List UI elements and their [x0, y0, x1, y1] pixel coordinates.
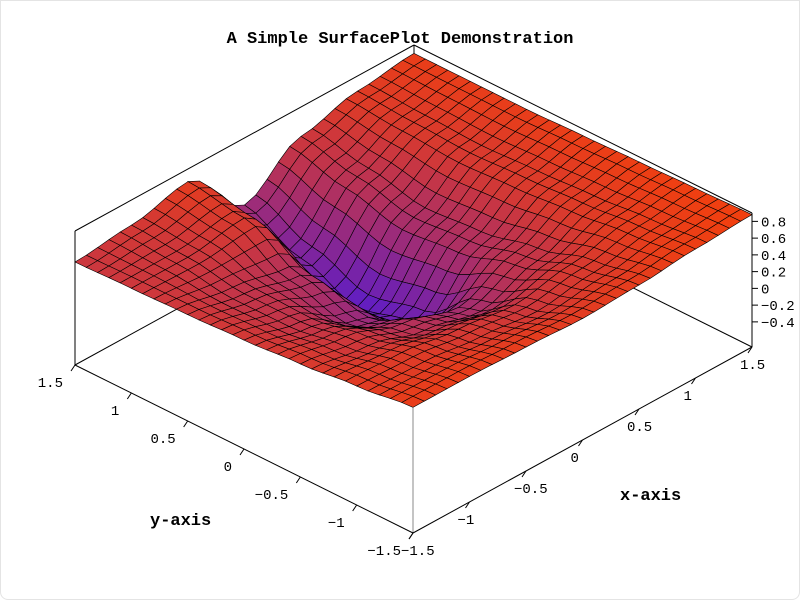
y-tick-label: −1.5: [367, 544, 401, 560]
x-axis-label: x-axis: [620, 487, 681, 506]
y-tick-mark: [352, 504, 358, 512]
y-tick-label: 0: [224, 460, 232, 476]
x-tick-label: −0.5: [514, 482, 548, 498]
y-tick-mark: [295, 476, 301, 484]
x-tick-mark: [691, 377, 696, 385]
y-tick-mark: [183, 420, 189, 428]
tick-labels: −1.5 −1 −0.5 0 0.5 1 1.5 −1.5 −1 −0.5 0 0.5 1 1.5 −0.4…: [38, 215, 795, 560]
y-tick-mark: [239, 448, 245, 456]
y-tick-label: −1: [328, 516, 345, 532]
z-tick-label: −0.4: [761, 316, 795, 332]
z-tick-label: −0.2: [761, 299, 795, 315]
surface-patch: [401, 395, 425, 408]
y-tick-label: −0.5: [255, 488, 289, 504]
y-tick-mark: [408, 532, 414, 540]
x-tick-mark: [634, 408, 640, 416]
x-tick-label: 0: [571, 451, 579, 467]
x-tick-mark: [747, 346, 753, 354]
chart-title: A Simple SurfacePlot Demonstration: [226, 30, 574, 49]
x-tick-label: 1.5: [740, 358, 765, 374]
y-tick-label: 0.5: [150, 432, 175, 448]
y-axis-label: y-axis: [150, 512, 211, 531]
x-tick-mark: [578, 439, 583, 447]
x-tick-mark: [521, 470, 527, 478]
x-tick-label: 1: [684, 389, 692, 405]
surface-mesh: [74, 53, 753, 408]
y-tick-label: 1: [111, 404, 119, 420]
x-tick-mark: [465, 501, 470, 509]
y-tick-label: 1.5: [38, 376, 63, 392]
box-edge: [74, 44, 415, 232]
y-tick-mark: [126, 392, 132, 400]
z-tick-label: 0: [761, 282, 769, 298]
x-tick-label: 0.5: [627, 420, 652, 436]
z-tick-label: 0.4: [761, 249, 786, 265]
z-tick-label: 0.6: [761, 232, 786, 248]
z-tick-label: 0.8: [761, 215, 786, 231]
z-tick-label: 0.2: [761, 266, 786, 282]
box-edge: [413, 44, 753, 214]
x-tick-label: −1: [458, 513, 475, 529]
x-tick-label: −1.5: [401, 544, 435, 560]
y-tick-mark: [70, 364, 76, 372]
